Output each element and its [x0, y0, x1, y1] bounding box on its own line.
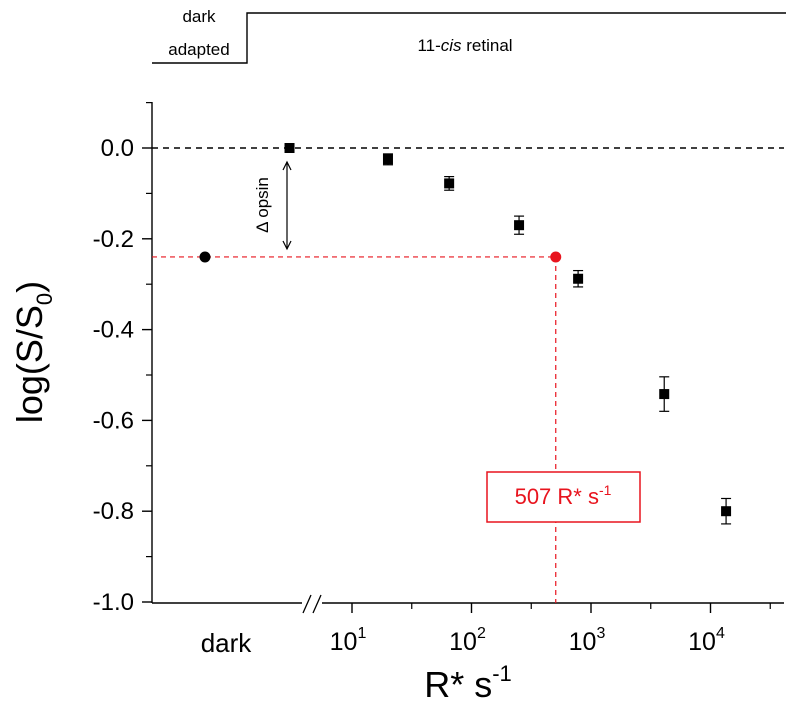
x-ticks: 101 102 103 104 — [330, 603, 771, 656]
opsin-label: Δ opsin — [253, 177, 272, 233]
data-point-marker — [382, 154, 393, 165]
data-point-marker — [659, 389, 670, 400]
red-point-marker — [550, 251, 562, 263]
red-annotation-box — [486, 471, 641, 523]
x-tick-label-dark: dark — [201, 628, 253, 658]
x-axis-title: R* s-1 — [424, 661, 512, 705]
y-tick-label: -0.6 — [93, 407, 134, 434]
axis-break-mark-2 — [312, 594, 322, 614]
y-axis-title: log(S/S0) — [9, 281, 57, 423]
data-point-marker — [573, 273, 584, 284]
opsin-arrow-head-top — [282, 160, 292, 171]
data-point-marker — [284, 143, 295, 153]
y-axis: 0.0 -0.2 -0.4 -0.6 -0.8 -1.0 — [93, 101, 153, 616]
data-point-marker — [444, 178, 455, 189]
data-points — [199, 143, 732, 525]
y-tick-label: -0.8 — [93, 498, 134, 525]
data-point-marker — [721, 506, 732, 517]
stimulus-trace-line — [152, 12, 786, 64]
opsin-arrow-head-bottom — [282, 240, 292, 251]
dark-point-marker — [199, 251, 211, 263]
opsin-arrow — [282, 160, 292, 251]
x-tick-label: 102 — [449, 625, 486, 656]
data-point-marker — [514, 220, 525, 231]
x-axis: 101 102 103 104 dark — [152, 594, 784, 658]
reference-lines — [152, 147, 784, 603]
axis-break-mark-1 — [302, 594, 312, 614]
x-tick-label: 103 — [569, 625, 606, 656]
stimulus-adapted-label: adapted — [168, 40, 229, 59]
stimulus-dark-label: dark — [182, 7, 216, 26]
y-ticks: 0.0 -0.2 -0.4 -0.6 -0.8 -1.0 — [93, 101, 152, 616]
x-tick-label: 104 — [688, 625, 725, 656]
y-tick-label: -0.2 — [93, 226, 134, 253]
stimulus-retinal-label: 11-cis retinal — [417, 36, 512, 55]
stimulus-trace: dark adapted 11-cis retinal — [152, 7, 786, 64]
y-tick-label: 0.0 — [101, 135, 134, 162]
y-tick-label: -0.4 — [93, 317, 134, 344]
y-tick-label: -1.0 — [93, 589, 134, 616]
red-annotation-text: 507 R* s-1 — [515, 482, 612, 509]
x-tick-label: 101 — [330, 625, 367, 656]
